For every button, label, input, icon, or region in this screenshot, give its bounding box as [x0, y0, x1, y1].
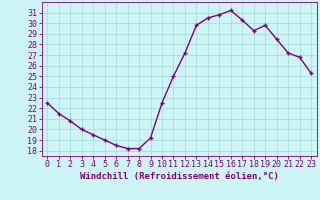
X-axis label: Windchill (Refroidissement éolien,°C): Windchill (Refroidissement éolien,°C) — [80, 172, 279, 181]
